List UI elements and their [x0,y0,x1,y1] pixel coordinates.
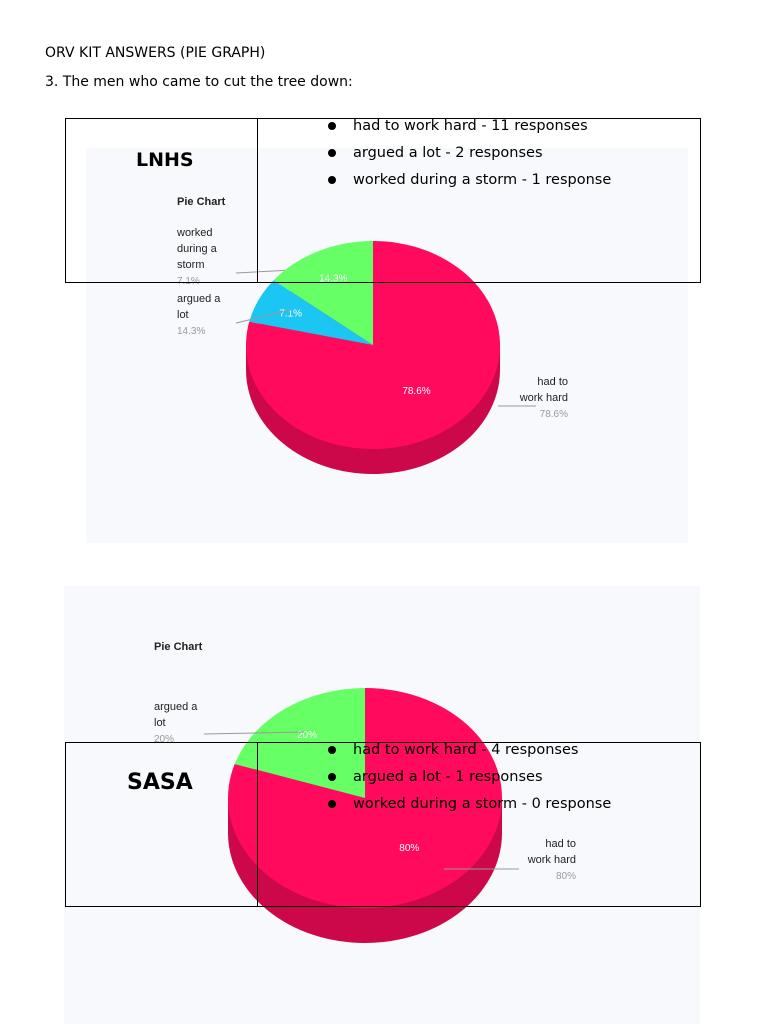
list-item: had to work hard - 4 responses [328,741,611,768]
box-divider [257,742,258,907]
document-heading: ORV KIT ANSWERS (PIE GRAPH) [45,45,266,61]
chart-title: Pie Chart [154,641,203,653]
sasa-response-list: had to work hard - 4 responses argued a … [328,741,611,822]
slice-category-label: argued a [154,701,198,713]
slice-percent-label: 7.1% [177,276,200,287]
slice-category-label: had to [545,838,576,850]
pie-slice [273,241,373,345]
slice-data-label: 78.6% [402,386,430,397]
slice-data-label: 80% [399,843,419,854]
slice-category-label: lot [177,309,189,321]
lnhs-chart-image: Pie Chart 78.6% had to work hard 78.6% 7.1% wo… [86,148,688,543]
slice-category-label: work hard [527,854,576,866]
pie-slice [234,688,365,798]
list-item: worked during a storm - 0 response [328,795,611,822]
school-label-lnhs: LNHS [136,149,194,171]
slice-percent-label: 78.6% [540,409,568,420]
pie-slice [249,280,373,345]
sasa-pie-chart: Pie Chart 80% had to work hard 80% 20% argued … [154,641,576,943]
slice-data-label: 7.1% [279,308,302,319]
slice-category-label: argued a [177,293,221,305]
list-item: worked during a storm - 1 response [328,171,611,198]
question-text: 3. The men who came to cut the tree down… [45,74,353,90]
slice-category-label: during a [177,243,218,255]
slice-category-label: work hard [519,392,568,404]
box-divider [257,118,258,283]
slice-percent-label: 20% [154,734,174,745]
lnhs-pie-chart: Pie Chart 78.6% had to work hard 78.6% 7.1% wo… [176,196,568,474]
slice-category-label: lot [154,717,166,729]
lnhs-response-list: had to work hard - 11 responses argued a… [328,117,611,198]
slice-percent-label: 80% [556,871,576,882]
slice-percent-label: 14.3% [177,326,205,337]
list-item: had to work hard - 11 responses [328,117,611,144]
list-item: argued a lot - 2 responses [328,144,611,171]
slice-category-label: had to [537,376,568,388]
callout-line [235,309,292,324]
slice-data-label: 20% [297,730,317,741]
sasa-answer-box: SASA had to work hard - 4 responses argu… [65,742,701,907]
list-item: argued a lot - 1 responses [328,768,611,795]
slice-category-label: worked [176,227,212,239]
sasa-chart-image: Pie Chart 80% had to work hard 80% 20% argued … [64,586,700,1024]
lnhs-answer-box: LNHS had to work hard - 11 responses arg… [65,118,701,283]
slice-category-label: storm [177,259,205,271]
chart-title: Pie Chart [177,196,226,208]
school-label-sasa: SASA [127,770,193,795]
slice-data-label: 14.3% [319,274,347,285]
callout-line [203,731,305,735]
